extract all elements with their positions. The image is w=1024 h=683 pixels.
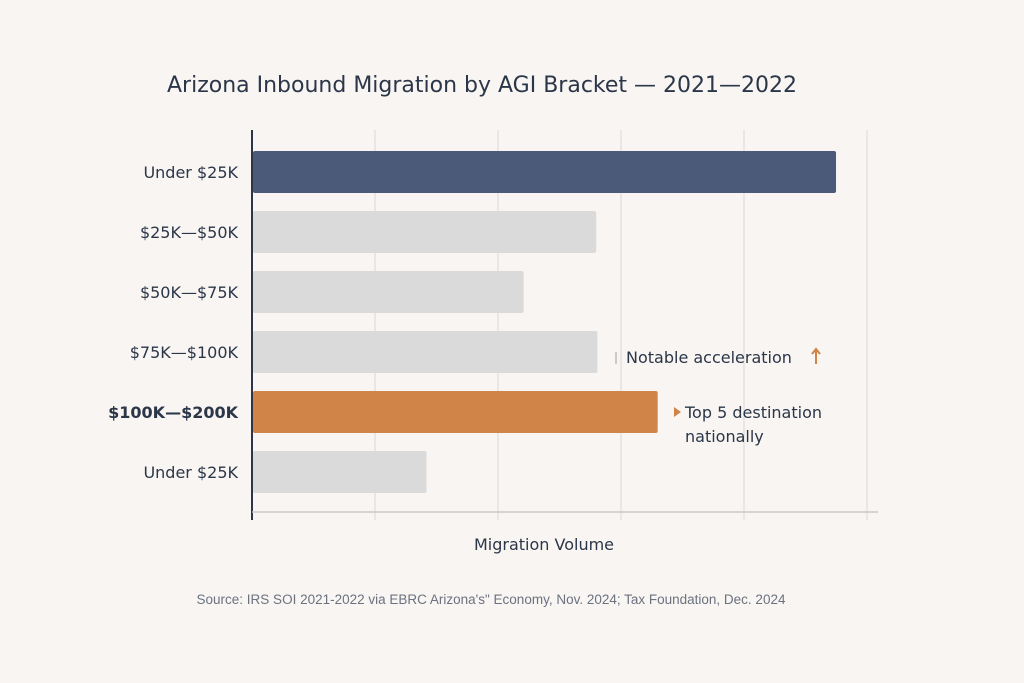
bar-1 <box>253 211 597 253</box>
triangle-right-icon <box>674 407 681 417</box>
category-labels: Under $25K $25K—$50K $50K—$75K $75K—$100K $1… <box>108 163 238 482</box>
bar-2 <box>253 271 524 313</box>
annotation-line-2: nationally <box>685 427 764 446</box>
category-label: Under $25K <box>143 163 238 182</box>
chart-title: Arizona Inbound Migration by AGI Bracket… <box>167 73 797 98</box>
category-label: $25K—$50K <box>140 223 239 242</box>
category-label: $75K—$100K <box>130 343 239 362</box>
source-note: Source: IRS SOI 2021-2022 via EBRC Arizo… <box>197 592 786 607</box>
bar-5 <box>253 451 427 493</box>
annotation-line-1: Top 5 destination <box>684 403 822 422</box>
bar-3 <box>253 331 598 373</box>
annotation-text: Notable acceleration <box>626 348 792 367</box>
bar-4 <box>253 391 658 433</box>
category-label: $100K—$200K <box>108 403 238 422</box>
up-arrow-icon <box>811 347 821 364</box>
annotation-notable-acceleration: Notable acceleration <box>615 347 821 367</box>
category-label: $50K—$75K <box>140 283 239 302</box>
annotation-top-5: Top 5 destination nationally <box>674 403 822 446</box>
category-label: Under $25K <box>143 463 238 482</box>
bar-0 <box>253 151 837 193</box>
bars <box>253 151 837 493</box>
x-axis-label: Migration Volume <box>474 535 614 554</box>
